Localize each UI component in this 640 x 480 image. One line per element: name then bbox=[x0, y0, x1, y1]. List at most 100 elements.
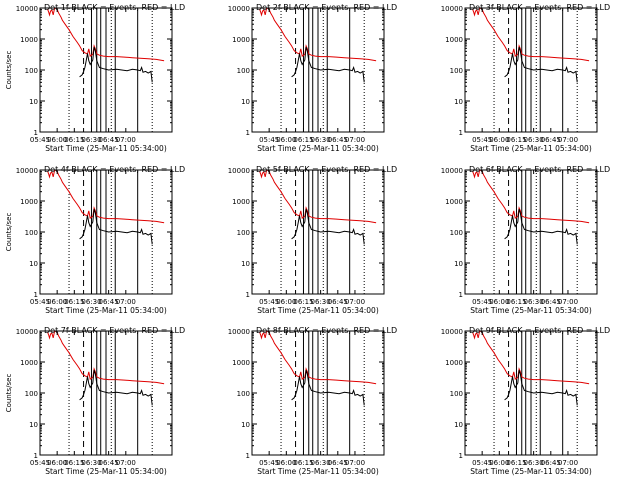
detector-panel-9: 1 10 100 1000 10000 05:4506:0006:1506:3006:45… bbox=[441, 326, 610, 476]
x-tick-label: 06:00 bbox=[47, 136, 67, 144]
detector-panel-5: 1 10 100 1000 10000 05:4506:0006:1506:3006:45… bbox=[228, 165, 397, 315]
y-tick-label: 1000 bbox=[232, 359, 250, 367]
x-axis-label: Start Time (25-Mar-11 05:34:00) bbox=[470, 467, 592, 476]
y-axis-label: Counts/sec bbox=[5, 374, 13, 413]
x-tick-label: 06:45 bbox=[99, 136, 119, 144]
events-series-line bbox=[79, 208, 153, 245]
x-axis-label: Start Time (25-Mar-11 05:34:00) bbox=[257, 144, 379, 153]
events-series-line bbox=[504, 369, 578, 406]
x-tick-label: 07:00 bbox=[558, 136, 578, 144]
x-tick-label: 06:30 bbox=[81, 459, 101, 467]
y-tick-label: 10 bbox=[29, 421, 38, 429]
y-tick-label: 10000 bbox=[441, 5, 463, 13]
x-tick-label: 06:15 bbox=[293, 298, 313, 306]
y-axis-label: Counts/sec bbox=[5, 213, 13, 252]
y-tick-label: 10000 bbox=[16, 167, 38, 175]
y-tick-label: 100 bbox=[237, 67, 250, 75]
y-axis-label: Counts/sec bbox=[5, 51, 13, 90]
x-axis-label: Start Time (25-Mar-11 05:34:00) bbox=[45, 144, 167, 153]
y-tick-label: 1 bbox=[246, 129, 250, 137]
x-tick-label: 05:45 bbox=[472, 459, 492, 467]
x-tick-label: 06:00 bbox=[47, 459, 67, 467]
events-series-line bbox=[79, 369, 153, 406]
y-tick-label: 1 bbox=[34, 129, 38, 137]
x-tick-label: 06:15 bbox=[64, 459, 84, 467]
x-tick-label: 06:00 bbox=[276, 136, 296, 144]
x-axis-label: Start Time (25-Mar-11 05:34:00) bbox=[257, 306, 379, 315]
detector-panel-2: 1 10 100 1000 10000 05:4506:0006:1506:3006:45… bbox=[228, 3, 397, 153]
x-tick-label: 06:15 bbox=[293, 136, 313, 144]
x-tick-label: 05:45 bbox=[259, 459, 279, 467]
y-tick-label: 100 bbox=[25, 390, 38, 398]
x-tick-label: 06:45 bbox=[541, 459, 561, 467]
panel-title: Det 4f BLACK = Events, RED = LLD bbox=[44, 165, 185, 174]
x-axis-label: Start Time (25-Mar-11 05:34:00) bbox=[470, 144, 592, 153]
x-tick-label: 06:30 bbox=[311, 459, 331, 467]
y-tick-label: 10000 bbox=[441, 167, 463, 175]
y-tick-label: 10 bbox=[241, 421, 250, 429]
events-series-line bbox=[504, 46, 578, 83]
x-tick-label: 07:00 bbox=[345, 136, 365, 144]
x-tick-label: 06:00 bbox=[489, 459, 509, 467]
y-tick-label: 10 bbox=[241, 98, 250, 106]
y-tick-label: 1000 bbox=[445, 198, 463, 206]
lld-series-line bbox=[472, 331, 590, 385]
y-tick-label: 1000 bbox=[445, 36, 463, 44]
x-tick-label: 05:45 bbox=[30, 136, 50, 144]
y-tick-label: 100 bbox=[237, 390, 250, 398]
y-tick-label: 100 bbox=[25, 67, 38, 75]
lld-series-line bbox=[259, 170, 377, 224]
x-tick-label: 07:00 bbox=[116, 136, 136, 144]
events-series-line bbox=[79, 46, 153, 83]
x-tick-label: 06:30 bbox=[524, 136, 544, 144]
y-tick-label: 10000 bbox=[16, 328, 38, 336]
panel-title: Det 1f BLACK = Events, RED = LLD bbox=[44, 3, 185, 12]
detector-panel-1: 1 10 100 1000 10000 05:4506:0006:1506:3006:45… bbox=[5, 3, 185, 153]
y-tick-label: 10 bbox=[241, 260, 250, 268]
detector-panel-7: 1 10 100 1000 10000 05:4506:0006:1506:3006:45… bbox=[5, 326, 185, 476]
lld-series-line bbox=[259, 331, 377, 385]
x-tick-label: 06:00 bbox=[276, 459, 296, 467]
panel-title: Det 7f BLACK = Events, RED = LLD bbox=[44, 326, 185, 335]
detector-panel-8: 1 10 100 1000 10000 05:4506:0006:1506:3006:45… bbox=[228, 326, 397, 476]
x-tick-label: 06:45 bbox=[328, 298, 348, 306]
x-axis-label: Start Time (25-Mar-11 05:34:00) bbox=[45, 306, 167, 315]
x-tick-label: 06:30 bbox=[311, 136, 331, 144]
y-tick-label: 10 bbox=[454, 421, 463, 429]
x-tick-label: 07:00 bbox=[116, 298, 136, 306]
x-tick-label: 06:15 bbox=[64, 136, 84, 144]
x-tick-label: 06:15 bbox=[293, 459, 313, 467]
y-tick-label: 100 bbox=[450, 67, 463, 75]
x-tick-label: 06:30 bbox=[311, 298, 331, 306]
x-tick-label: 06:00 bbox=[47, 298, 67, 306]
x-tick-label: 05:45 bbox=[30, 298, 50, 306]
y-tick-label: 1000 bbox=[20, 198, 38, 206]
y-tick-label: 10000 bbox=[228, 167, 250, 175]
panel-title: Det 3f BLACK = Events, RED = LLD bbox=[469, 3, 610, 12]
x-tick-label: 06:45 bbox=[541, 136, 561, 144]
x-tick-label: 07:00 bbox=[345, 298, 365, 306]
y-tick-label: 100 bbox=[450, 229, 463, 237]
y-tick-label: 1000 bbox=[445, 359, 463, 367]
x-tick-label: 06:45 bbox=[328, 459, 348, 467]
lld-series-line bbox=[47, 331, 165, 385]
detector-panel-6: 1 10 100 1000 10000 05:4506:0006:1506:3006:45… bbox=[441, 165, 610, 315]
events-series-line bbox=[504, 208, 578, 245]
panel-title: Det 6f BLACK = Events, RED = LLD bbox=[469, 165, 610, 174]
y-tick-label: 1000 bbox=[232, 198, 250, 206]
x-tick-label: 07:00 bbox=[345, 459, 365, 467]
x-axis-label: Start Time (25-Mar-11 05:34:00) bbox=[257, 467, 379, 476]
x-tick-label: 06:30 bbox=[524, 459, 544, 467]
y-tick-label: 100 bbox=[237, 229, 250, 237]
events-series-line bbox=[291, 369, 365, 406]
detector-panel-3: 1 10 100 1000 10000 05:4506:0006:1506:3006:45… bbox=[441, 3, 610, 153]
y-tick-label: 1000 bbox=[20, 36, 38, 44]
panel-title: Det 2f BLACK = Events, RED = LLD bbox=[256, 3, 397, 12]
y-tick-label: 1 bbox=[246, 452, 250, 460]
panel-title: Det 9f BLACK = Events, RED = LLD bbox=[469, 326, 610, 335]
y-tick-label: 1000 bbox=[232, 36, 250, 44]
y-tick-label: 1 bbox=[34, 291, 38, 299]
y-tick-label: 10000 bbox=[441, 328, 463, 336]
x-tick-label: 05:45 bbox=[30, 459, 50, 467]
